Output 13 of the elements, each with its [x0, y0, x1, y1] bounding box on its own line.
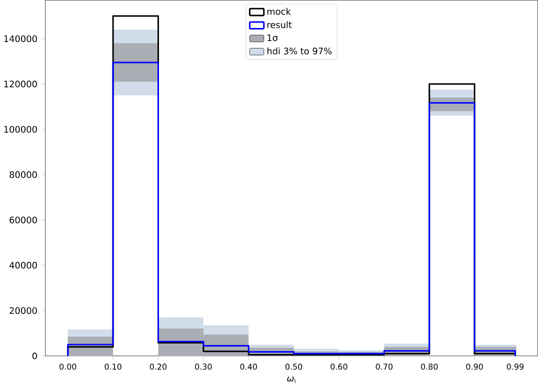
x-axis-title: ω$_{i}$: [287, 376, 296, 383]
legend-label: mock: [267, 8, 291, 15]
y-tick-label: 100000: [4, 126, 37, 133]
y-tick-label: 0: [32, 352, 37, 360]
y-tick-label: 80000: [10, 171, 37, 178]
legend-label: result: [267, 21, 292, 28]
y-tick-label: 40000: [9, 262, 37, 269]
legend-label: hdi 3% to 97%: [267, 47, 332, 54]
legend-label: 1σ: [268, 34, 278, 42]
y-tick-label: 120000: [4, 80, 37, 88]
y-tick-label: 60000: [10, 216, 37, 224]
y-tick-label: 20000: [10, 307, 37, 314]
y-tick-label: 140000: [4, 35, 37, 42]
